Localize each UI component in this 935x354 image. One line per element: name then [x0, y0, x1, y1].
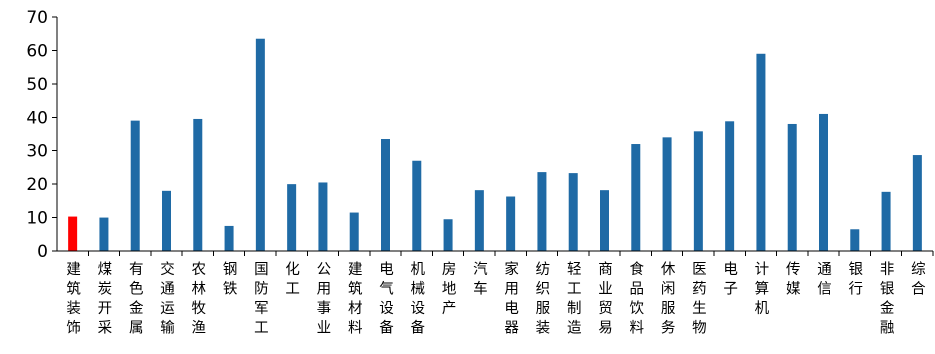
bar-银行 [850, 229, 860, 251]
y-tick-label: 50 [26, 75, 48, 95]
bar-非银金融 [881, 191, 891, 251]
bar-建筑材料 [349, 212, 359, 251]
bar-传媒 [787, 123, 797, 251]
category-label: 化工 [285, 261, 300, 298]
bar-钢铁 [224, 225, 234, 251]
bar-商业贸易 [600, 190, 609, 251]
x-axis-category-labels: 建筑装饰 煤炭开采 有色金属 交通运输 农林牧渔 钢铁 国防军工 化工 公用事业 建筑材料 电气设备… [66, 260, 926, 337]
category-label: 计算机 [755, 261, 770, 317]
category-label: 房地产 [442, 261, 457, 317]
y-tick-label: 0 [37, 242, 48, 262]
bar-计算机 [756, 53, 766, 252]
y-tick-label: 20 [26, 175, 48, 195]
bar-休闲服务 [662, 137, 672, 251]
bar-电气设备 [381, 139, 390, 251]
category-label: 电子 [723, 261, 738, 298]
category-label: 煤炭开采 [98, 261, 113, 337]
category-label: 商业贸易 [598, 261, 613, 337]
category-label: 电气设备 [379, 261, 394, 337]
category-label: 轻工制造 [567, 261, 582, 337]
bar-机械设备 [412, 160, 422, 251]
category-label: 通信 [817, 261, 832, 298]
y-tick-label: 60 [26, 41, 48, 61]
category-label: 国防军工 [254, 262, 269, 337]
y-tick-label: 10 [26, 209, 48, 229]
category-label: 公用事业 [317, 262, 332, 337]
bar-汽车 [474, 190, 484, 251]
bars [68, 38, 934, 256]
category-label: 机械设备 [411, 261, 426, 337]
category-label: 银行 [849, 261, 864, 298]
category-label: 有色金属 [129, 261, 144, 337]
category-label: 传媒 [786, 261, 801, 298]
category-label: 休闲服务 [661, 261, 676, 337]
category-label: 非银金融 [880, 261, 895, 337]
bar-食品饮料 [631, 144, 641, 251]
bar-纺织服装 [537, 172, 547, 251]
bar-医药生物 [693, 131, 703, 251]
y-axis-ticks: 0 10 20 30 40 50 60 70 [26, 8, 57, 262]
y-tick-label: 40 [26, 108, 48, 128]
category-label: 钢铁 [223, 261, 238, 298]
category-label: 建筑装饰 [66, 261, 81, 337]
category-label: 家用电器 [504, 261, 519, 337]
category-label: 农林牧渔 [192, 261, 207, 337]
category-label: 汽车 [473, 261, 488, 298]
category-label: 食品饮料 [630, 261, 645, 337]
bar-综合 [912, 155, 922, 251]
category-label: 医药生物 [692, 262, 707, 337]
category-label: 纺织服装 [536, 261, 551, 337]
bar-有色金属 [130, 120, 140, 251]
bar-国防军工 [255, 38, 265, 251]
bar-建筑装饰 [68, 216, 78, 251]
bar-煤炭开采 [99, 217, 109, 251]
bar-通信 [819, 113, 828, 251]
y-tick-label: 30 [26, 142, 48, 162]
bar-房地产 [443, 219, 453, 251]
bar-交通运输 [162, 190, 171, 251]
category-label: 综合 [911, 261, 926, 298]
bar-家用电器 [506, 196, 516, 251]
category-label: 建筑材料 [348, 261, 363, 337]
category-label: 交通运输 [160, 260, 175, 337]
bar-轻工制造 [568, 173, 578, 251]
bar-电子 [725, 121, 735, 251]
bar-化工 [287, 184, 297, 251]
y-tick-label: 70 [26, 8, 48, 28]
bar-农林牧渔 [193, 118, 203, 251]
bar-公用事业 [318, 182, 328, 251]
